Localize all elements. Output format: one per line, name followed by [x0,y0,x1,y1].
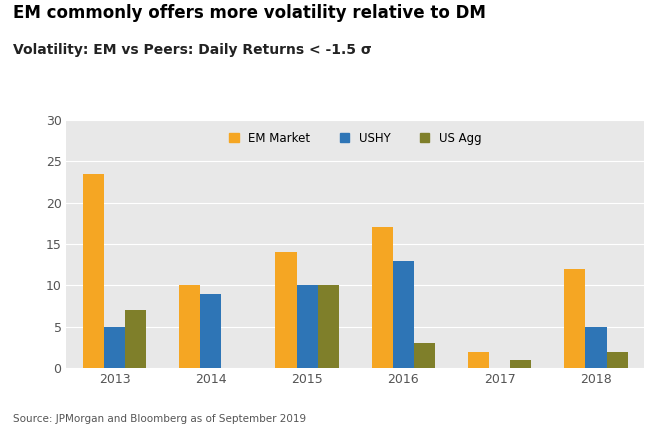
Bar [372,227,393,368]
Bar [276,252,297,368]
Bar [297,285,317,368]
Bar [564,269,586,368]
Bar [414,343,435,368]
Bar [104,327,125,368]
Text: Source: JPMorgan and Bloomberg as of September 2019: Source: JPMorgan and Bloomberg as of Sep… [13,414,306,424]
Text: EM commonly offers more volatility relative to DM: EM commonly offers more volatility relat… [13,4,486,22]
Bar [606,351,627,368]
Legend: EM Market, USHY, US Agg: EM Market, USHY, US Agg [223,126,487,151]
Bar [468,351,489,368]
Bar [83,174,104,368]
Bar [510,360,531,368]
Bar [393,261,414,368]
Bar [317,285,339,368]
Bar [125,310,146,368]
Bar [179,285,201,368]
Bar [201,294,221,368]
Bar [586,327,606,368]
Text: Volatility: EM vs Peers: Daily Returns < -1.5 σ: Volatility: EM vs Peers: Daily Returns <… [13,43,372,57]
